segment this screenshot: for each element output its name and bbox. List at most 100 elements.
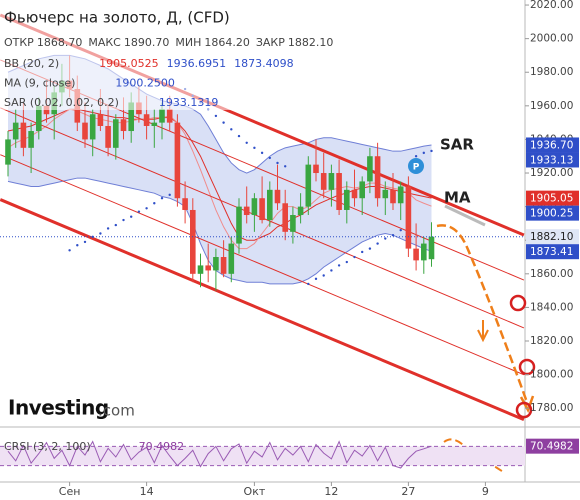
- indicator-value: 1933.1319: [159, 96, 219, 109]
- price-tag: [526, 190, 579, 206]
- price-tag-label: 1873.41: [530, 246, 573, 258]
- ohlc-value: 1890.70: [124, 36, 170, 49]
- candle-body: [274, 189, 281, 204]
- sar-dot: [276, 161, 279, 165]
- candle-body: [428, 236, 435, 260]
- sar-dot: [99, 232, 102, 235]
- candle-body: [20, 122, 27, 148]
- x-tick-label: 14: [140, 485, 154, 498]
- candle-body: [182, 198, 188, 210]
- x-tick-label: Окт: [244, 485, 266, 498]
- candle-body: [328, 173, 335, 190]
- arrow-head: [519, 395, 535, 414]
- sar-dot: [391, 233, 395, 237]
- candle-body: [36, 105, 42, 132]
- watermark: .com: [98, 402, 135, 420]
- sar-dot: [314, 277, 318, 281]
- indicator-label: BB (20, 2): [4, 57, 59, 70]
- crsi-label: CRSI (3, 2, 100): [4, 440, 91, 453]
- ohlc-label: ЗАКР: [256, 36, 285, 49]
- sar-dot: [230, 128, 233, 131]
- watermark: Investing: [8, 396, 109, 420]
- candle-body: [390, 189, 396, 204]
- price-tag: [526, 205, 579, 221]
- sar-dot: [76, 244, 79, 247]
- annotation: SAR: [440, 136, 474, 154]
- candle-body: [113, 119, 119, 148]
- price-tag: [526, 244, 579, 260]
- x-tick-label: 27: [401, 485, 415, 498]
- candle-body: [351, 189, 358, 199]
- candle-body: [243, 206, 250, 216]
- sar-dot: [322, 274, 325, 277]
- crsi-tag: [526, 438, 579, 454]
- sar-dot: [130, 215, 133, 218]
- candle-body: [128, 102, 134, 132]
- candle-body: [89, 114, 96, 140]
- indicator-value: 1905.0525: [99, 57, 159, 70]
- candle-body: [190, 209, 196, 274]
- bb-lower: [7, 177, 432, 285]
- y-tick-label: 1780.00: [530, 402, 573, 414]
- layer: [0, 13, 525, 422]
- candle-body: [282, 203, 288, 232]
- marker-icon[interactable]: [408, 158, 424, 174]
- target-circle: [515, 401, 533, 419]
- candle-body: [159, 109, 165, 123]
- ma-pointer: [444, 204, 486, 227]
- candle-body: [228, 243, 235, 274]
- sar-dot: [253, 146, 256, 150]
- candle-body: [143, 114, 150, 126]
- x-tick-label: 12: [324, 485, 338, 498]
- ohlc-value: 1882.10: [288, 36, 334, 49]
- ohlc-label: МИН: [175, 36, 201, 49]
- y-tick-label: 1800.00: [530, 369, 573, 381]
- candle-body: [174, 122, 181, 199]
- legend: Фьючерс на золото, Д, (CFD) ОТКР 1868.70 МА…: [0, 4, 333, 110]
- crsi-value: 70.4982: [139, 440, 185, 453]
- y-tick-label: 2000.00: [530, 33, 573, 45]
- candle-body: [220, 257, 227, 274]
- candle-body: [405, 186, 412, 249]
- candle-body: [205, 265, 211, 271]
- candle-body: [28, 131, 34, 148]
- sar-dot: [68, 249, 71, 252]
- price-tag: [526, 137, 579, 153]
- sar-dot: [361, 250, 364, 254]
- sar-dot: [214, 114, 218, 118]
- candle-body: [43, 105, 50, 115]
- legend-bg: [0, 4, 270, 110]
- candle-body: [367, 156, 373, 182]
- candle-body: [267, 189, 273, 221]
- sar-dot: [284, 165, 287, 168]
- candle-body: [297, 206, 304, 216]
- candle-body: [413, 248, 419, 261]
- target-circle: [509, 294, 527, 312]
- y-tick-label: 1980.00: [530, 66, 573, 78]
- price-tag-label: 1933.13: [530, 154, 573, 166]
- ohlc-value: 1868.70: [37, 36, 83, 49]
- sar-dot: [422, 151, 425, 155]
- indicator-label: SAR (0.02, 0.02, 0.2): [4, 96, 119, 109]
- sar-dot: [368, 247, 372, 250]
- sar-dot: [268, 156, 271, 160]
- candle-body: [290, 215, 296, 232]
- target-circle: [518, 358, 536, 376]
- chart-title: Фьючерс на золото, Д, (CFD): [4, 9, 230, 27]
- candle-body: [259, 198, 265, 221]
- candle-body: [421, 243, 427, 261]
- sar-dot: [168, 193, 171, 197]
- ohlc-value: 1864.20: [204, 36, 250, 49]
- price-tag-label: 1905.05: [530, 193, 573, 205]
- candle-body: [305, 164, 312, 207]
- ohlc-label: ОТКР: [4, 36, 34, 49]
- y-tick-label: 1840.00: [530, 301, 573, 313]
- arrow-head: [477, 320, 489, 343]
- sar-dot: [106, 227, 110, 230]
- sar-dot: [145, 207, 148, 210]
- sar-dot: [384, 237, 387, 240]
- indicator-value: 1873.4098: [234, 57, 294, 70]
- candle-body: [82, 122, 88, 140]
- indicator-label: MA (9, close): [4, 77, 75, 90]
- x-tick-label: 9: [482, 485, 489, 498]
